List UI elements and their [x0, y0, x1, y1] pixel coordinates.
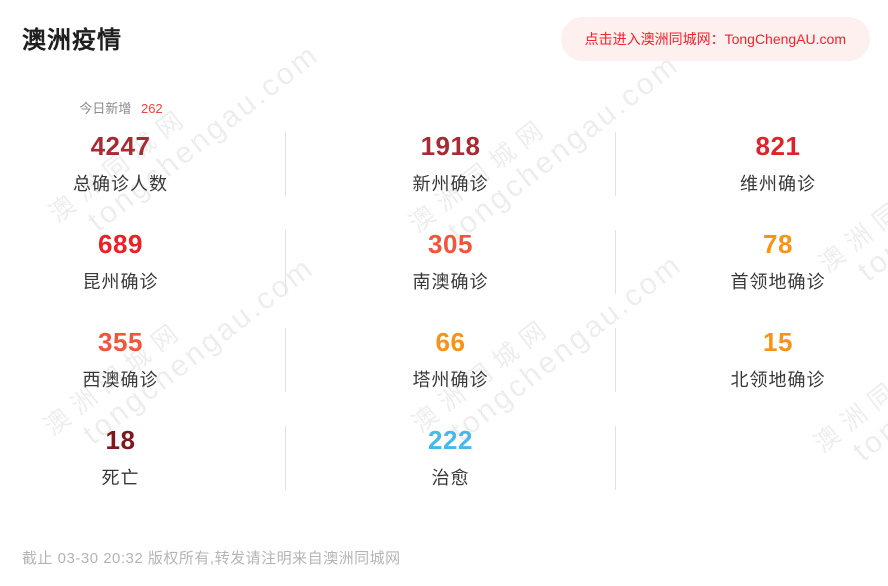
- stat-sa-confirmed: 305 南澳确诊: [286, 230, 616, 294]
- stats-row-4: 18 死亡 222 治愈: [0, 416, 888, 504]
- stat-total-confirmed: 4247 总确诊人数: [0, 132, 286, 196]
- stat-label: 总确诊人数: [73, 174, 168, 194]
- stat-value: 821: [755, 131, 801, 161]
- stats-row-2: 689 昆州确诊 305 南澳确诊 78 首领地确诊: [0, 220, 888, 308]
- stats-row-1: 4247 总确诊人数 1918 新州确诊 821 维州确诊: [0, 122, 888, 210]
- header: 澳洲疫情 点击进入澳洲同城网：TongChengAU.com: [0, 0, 888, 61]
- stat-label: 北领地确诊: [730, 370, 826, 390]
- today-new-line: 今日新增 262: [0, 100, 242, 118]
- stat-label: 维州确诊: [740, 174, 816, 194]
- stat-label: 南澳确诊: [412, 272, 489, 292]
- stat-label: 治愈: [431, 468, 470, 488]
- cta-link-button[interactable]: 点击进入澳洲同城网：TongChengAU.com: [560, 17, 870, 61]
- stat-label: 新州确诊: [412, 174, 489, 194]
- stat-label: 塔州确诊: [412, 370, 489, 390]
- stat-wa-confirmed: 355 西澳确诊: [0, 328, 286, 392]
- today-new-label: 今日新增: [79, 101, 132, 116]
- stat-vic-confirmed: 821 维州确诊: [616, 132, 888, 196]
- stat-label: 首领地确诊: [730, 272, 826, 292]
- stats-section: 今日新增 262 4247 总确诊人数 1918 新州确诊 821 维州确诊 6…: [0, 100, 888, 504]
- page-title: 澳洲疫情: [22, 27, 122, 54]
- stat-label: 死亡: [101, 468, 140, 488]
- stat-tas-confirmed: 66 塔州确诊: [286, 328, 616, 392]
- today-new-value: 262: [140, 101, 163, 116]
- stat-qld-confirmed: 689 昆州确诊: [0, 230, 286, 294]
- stat-label: 昆州确诊: [82, 272, 159, 292]
- stat-value: 78: [763, 229, 793, 259]
- stat-label: 西澳确诊: [82, 370, 159, 390]
- stat-value: 1918: [420, 131, 481, 161]
- stat-value: 305: [428, 229, 473, 259]
- stat-deaths: 18 死亡: [0, 426, 286, 490]
- stat-act-confirmed: 78 首领地确诊: [616, 230, 888, 294]
- footer-copyright: 截止 03-30 20:32 版权所有,转发请注明来自澳洲同城网: [22, 550, 401, 567]
- stat-value: 66: [435, 327, 466, 357]
- stat-value: 689: [98, 229, 143, 259]
- stat-value: 15: [763, 327, 793, 357]
- stat-empty-cell: [616, 426, 888, 490]
- stat-value: 18: [105, 425, 136, 455]
- stat-recovered: 222 治愈: [286, 426, 616, 490]
- stat-value: 222: [428, 425, 473, 455]
- stat-value: 355: [98, 327, 143, 357]
- stat-nsw-confirmed: 1918 新州确诊: [286, 132, 616, 196]
- stat-nt-confirmed: 15 北领地确诊: [616, 328, 888, 392]
- stat-value: 4247: [90, 131, 151, 161]
- stats-row-3: 355 西澳确诊 66 塔州确诊 15 北领地确诊: [0, 318, 888, 406]
